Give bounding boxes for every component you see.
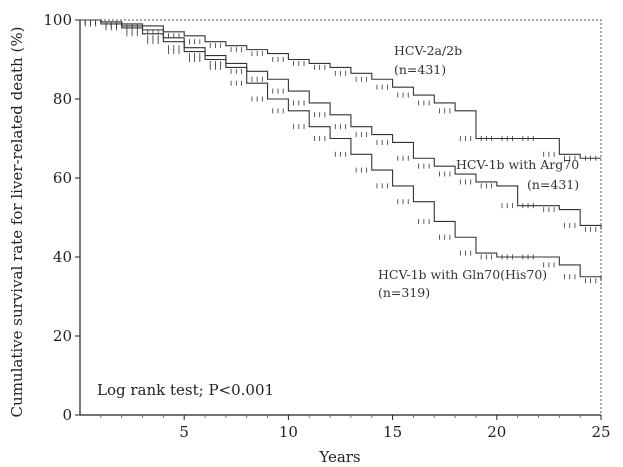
x-tick-label: 20 xyxy=(487,423,506,441)
series-line-2 xyxy=(80,19,602,281)
series-line-1 xyxy=(80,19,602,230)
x-tick-label: 5 xyxy=(179,423,189,441)
y-tick-label: 60 xyxy=(53,169,72,187)
plot-frame xyxy=(79,19,602,416)
x-tick-label: 10 xyxy=(279,423,298,441)
y-tick-label: 20 xyxy=(53,327,72,345)
x-tick-label: 25 xyxy=(591,423,610,441)
log-rank-annotation: Log rank test; P<0.001 xyxy=(97,381,274,399)
series-n-hcv-2a2b: (n=431) xyxy=(394,62,446,77)
series-label-hcv-1b-arg70: HCV-1b with Arg70 xyxy=(456,157,579,172)
y-tick-label: 100 xyxy=(43,11,72,29)
x-axis-title: Years xyxy=(318,448,360,466)
series-n-hcv-1b-arg70: (n=431) xyxy=(527,177,579,192)
y-axis-title: Cumulative survival rate for liver-relat… xyxy=(8,27,26,418)
series-n-hcv-1b-gln70: (n=319) xyxy=(378,285,430,300)
series-label-hcv-1b-gln70: HCV-1b with Gln70(His70) xyxy=(378,267,547,282)
y-tick-label: 80 xyxy=(53,90,72,108)
series-layer xyxy=(80,19,602,284)
ticks-layer: 0 20 40 60 80 100 5 10 15 20 25 xyxy=(43,11,610,441)
y-tick-label: 40 xyxy=(53,248,72,266)
y-tick-label: 0 xyxy=(62,406,72,424)
series-label-hcv-2a2b: HCV-2a/2b xyxy=(394,43,462,58)
x-tick-label: 15 xyxy=(383,423,402,441)
